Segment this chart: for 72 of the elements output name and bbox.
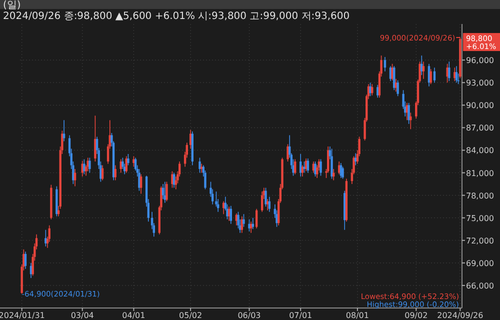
x-tick-label: 04/01	[122, 311, 146, 320]
candlestick	[140, 174, 142, 194]
candlestick	[384, 56, 386, 72]
candlestick	[252, 217, 254, 230]
y-tick-label: 87,000	[466, 124, 494, 133]
candlestick	[248, 218, 250, 232]
candlestick	[228, 206, 230, 222]
candlestick	[314, 161, 316, 177]
candlestick	[286, 144, 289, 162]
candlestick	[422, 61, 425, 80]
x-tick-label: 06/03	[238, 311, 261, 320]
y-tick-label: 84,000	[466, 146, 494, 156]
x-tick-label: 03/04	[70, 311, 94, 320]
candlestick	[376, 84, 379, 98]
candlestick	[305, 158, 308, 172]
candlestick	[132, 156, 135, 168]
candlestick	[342, 166, 344, 180]
y-tick-label: 69,000	[466, 258, 494, 268]
y-tick-label: 90,000	[466, 101, 494, 110]
candlestick	[94, 115, 96, 162]
candlestick	[260, 191, 264, 212]
candlestick	[446, 63, 448, 84]
candlestick	[88, 157, 91, 174]
candlestick	[294, 158, 296, 175]
chart-title: (일)	[3, 0, 21, 11]
candlestick	[264, 187, 267, 207]
y-tick-label: 81,000	[466, 168, 494, 178]
candlestick	[24, 251, 27, 270]
y-tick-label: 93,000	[466, 78, 494, 88]
y-tick-label: 66,000	[466, 281, 494, 290]
candlestick	[300, 154, 302, 177]
candlestick	[255, 208, 258, 229]
candlestick	[306, 158, 310, 174]
candlestick	[101, 164, 104, 181]
candlestick	[114, 164, 116, 181]
candlestick	[433, 67, 436, 84]
y-tick-label: 75,000	[466, 214, 494, 223]
candlestick	[83, 158, 86, 175]
candlestick	[166, 181, 168, 202]
x-tick-label: 09/02	[404, 311, 428, 320]
y-tick-label: 96,000	[466, 56, 494, 66]
candlestick	[172, 172, 176, 188]
candlestick	[127, 154, 130, 166]
candlestick	[162, 184, 164, 200]
y-tick-label: 78,000	[466, 191, 494, 200]
candlestick	[62, 120, 66, 142]
y-tick-label: 72,000	[466, 236, 494, 246]
x-tick-label: 07/01	[289, 311, 312, 320]
candlestick	[237, 211, 240, 229]
candlestick	[198, 157, 201, 174]
candlestick	[454, 67, 456, 82]
candlestick	[250, 221, 252, 234]
candlestick	[320, 158, 322, 176]
candlestick	[74, 168, 76, 187]
candlestick	[393, 66, 396, 91]
candlestick	[420, 55, 423, 76]
x-tick-label: 2024/09/26	[437, 311, 484, 320]
candlestick	[242, 214, 245, 228]
candlestick	[448, 61, 450, 82]
chart-subtitle: 2024/09/26 종:98,800 ▲5,600 +6.01% 시:93,800 고:99,000 저:93,600	[3, 11, 350, 22]
candlestick	[430, 68, 432, 85]
x-tick-label: 08/01	[346, 311, 369, 320]
candlestick	[338, 161, 340, 175]
x-tick-label: 05/02	[179, 311, 202, 320]
candlestick	[138, 168, 140, 192]
candlestick	[230, 205, 232, 224]
candlestick	[266, 198, 269, 211]
candlestick	[371, 84, 374, 96]
candlestick	[189, 130, 192, 150]
candlestick	[330, 148, 333, 180]
candlestick	[354, 152, 357, 166]
candlestick	[44, 229, 47, 247]
